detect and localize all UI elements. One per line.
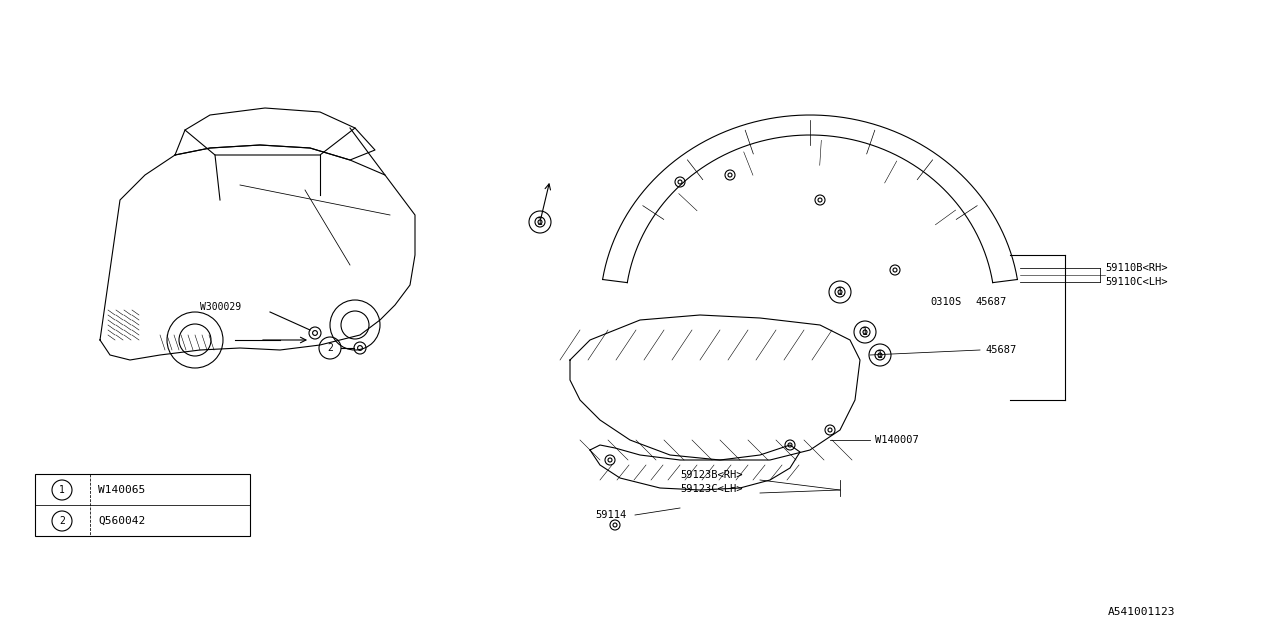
Bar <box>35 474 250 536</box>
Text: W300029: W300029 <box>200 302 241 312</box>
Text: 59123C<LH>: 59123C<LH> <box>680 484 742 494</box>
Text: 2: 2 <box>328 343 333 353</box>
Text: 0310S: 0310S <box>931 297 961 307</box>
Text: 1: 1 <box>538 217 543 227</box>
Text: 59114: 59114 <box>595 510 626 520</box>
Text: 1: 1 <box>877 350 883 360</box>
Text: 45687: 45687 <box>975 297 1006 307</box>
Text: 45687: 45687 <box>986 345 1016 355</box>
Text: A541001123: A541001123 <box>1107 607 1175 617</box>
Text: Q560042: Q560042 <box>99 516 145 526</box>
Text: 2: 2 <box>59 516 65 526</box>
Text: 59110B<RH>: 59110B<RH> <box>1105 263 1167 273</box>
Text: 59110C<LH>: 59110C<LH> <box>1105 277 1167 287</box>
Text: 59123B<RH>: 59123B<RH> <box>680 470 742 480</box>
Circle shape <box>166 312 223 368</box>
Text: 1: 1 <box>837 287 844 297</box>
Text: W140007: W140007 <box>876 435 919 445</box>
Text: 1: 1 <box>861 327 868 337</box>
Text: 1: 1 <box>59 485 65 495</box>
Text: W140065: W140065 <box>99 485 145 495</box>
Circle shape <box>330 300 380 350</box>
